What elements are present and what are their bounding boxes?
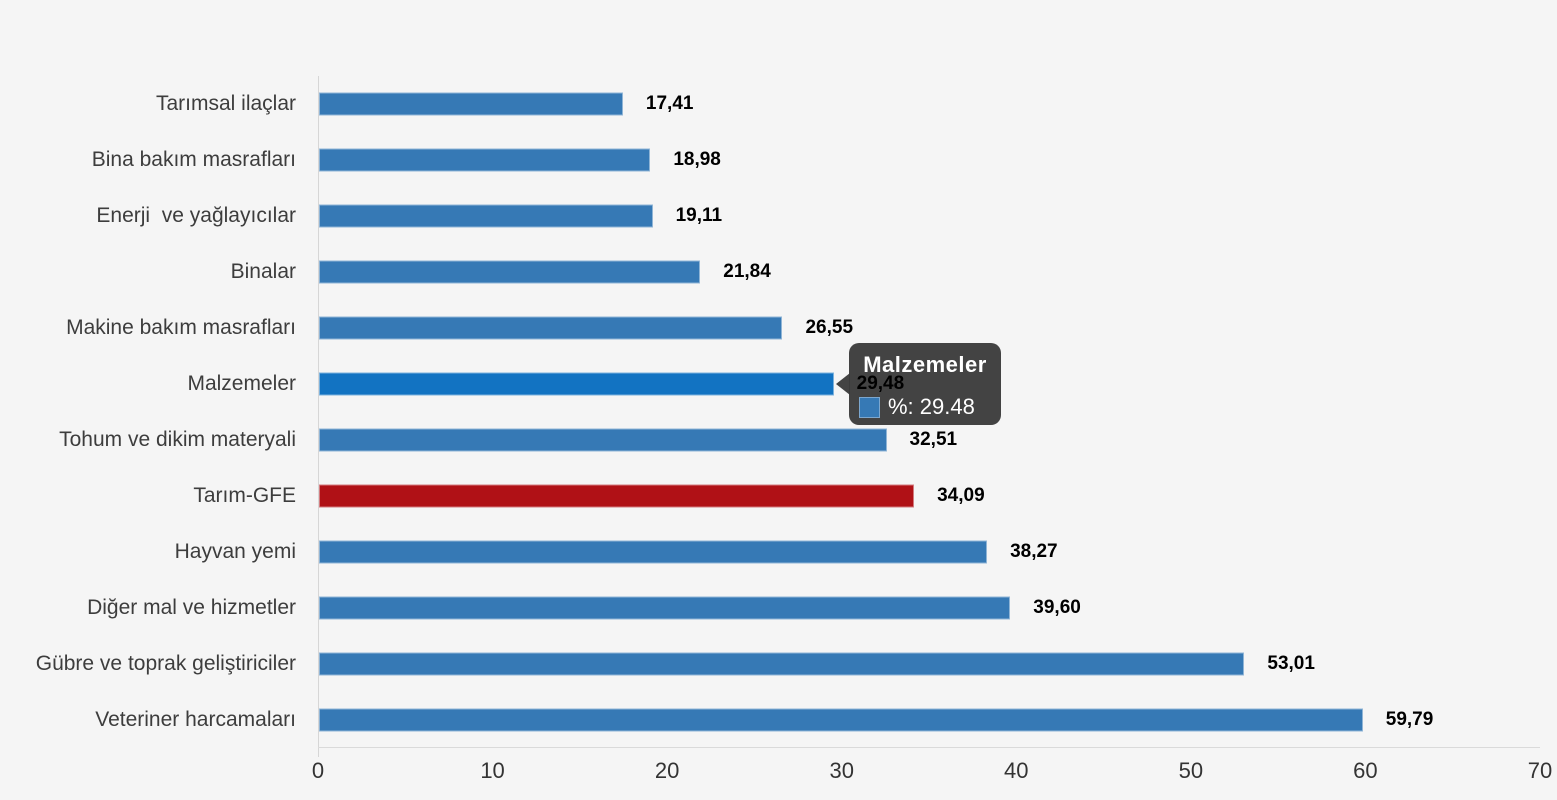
value-label: 59,79 — [1385, 709, 1434, 730]
x-axis-tick-label: 20 — [654, 758, 680, 783]
value-label: 34,09 — [937, 485, 985, 506]
bar-2[interactable] — [319, 148, 650, 172]
y-axis-line — [318, 76, 319, 757]
bar-9[interactable] — [319, 540, 987, 564]
category-label: Makine bakım masrafları — [66, 316, 296, 339]
bar-3[interactable] — [319, 204, 653, 228]
value-label: 53,01 — [1267, 653, 1315, 674]
tooltip-series-swatch-icon — [859, 396, 880, 418]
tooltip-arrow-icon — [836, 373, 850, 395]
bar-6[interactable] — [319, 372, 834, 396]
x-axis-tick-label: 30 — [829, 758, 854, 783]
category-label: Gübre ve toprak geliştiriciler — [35, 652, 296, 675]
value-label: 38,27 — [1010, 541, 1058, 562]
x-axis-tick-label: 50 — [1178, 758, 1204, 783]
x-axis-tick-label: 10 — [480, 758, 505, 783]
value-label: 21,84 — [723, 261, 771, 282]
category-label: Hayvan yemi — [174, 540, 296, 563]
x-axis-line — [318, 747, 1540, 748]
x-axis-tick-label: 40 — [1004, 758, 1029, 783]
x-axis-tick-label: 60 — [1353, 758, 1378, 783]
tooltip: Malzemeler %: 29.48 — [836, 343, 1001, 425]
category-label: Tarımsal ilaçlar — [155, 92, 296, 115]
category-label: Tarım-GFE — [193, 484, 296, 507]
value-label: 32,51 — [909, 429, 958, 450]
category-label: Veteriner harcamaları — [95, 708, 296, 731]
value-label: 19,11 — [675, 205, 723, 226]
tooltip-title: Malzemeler — [863, 352, 987, 377]
category-label: Enerji ve yağlayıcılar — [96, 204, 296, 227]
category-label: Malzemeler — [187, 372, 296, 395]
bar-12[interactable] — [319, 708, 1363, 732]
bar-5[interactable] — [319, 316, 782, 340]
value-label: 17,41 — [645, 93, 694, 114]
value-label: 29,48 — [856, 373, 905, 394]
category-label: Bina bakım masrafları — [91, 148, 296, 171]
value-label: 26,55 — [805, 317, 854, 338]
category-label: Diğer mal ve hizmetler — [87, 596, 296, 619]
bar-1[interactable] — [319, 92, 623, 116]
bar-4[interactable] — [319, 260, 700, 284]
value-label: 39,60 — [1033, 597, 1081, 618]
category-label: Tohum ve dikim materyali — [59, 428, 296, 451]
x-axis-tick-label: 70 — [1527, 758, 1553, 783]
bar-7[interactable] — [319, 428, 887, 452]
category-label: Binalar — [230, 260, 296, 283]
bar-11[interactable] — [319, 652, 1244, 676]
bar-10[interactable] — [319, 596, 1010, 620]
value-label: 18,98 — [673, 149, 721, 170]
tooltip-value-row: %: 29.48 — [859, 394, 1001, 420]
x-axis-tick-label: 0 — [311, 758, 325, 783]
bar-8[interactable] — [319, 484, 914, 508]
tooltip-value: %: 29.48 — [888, 394, 975, 419]
